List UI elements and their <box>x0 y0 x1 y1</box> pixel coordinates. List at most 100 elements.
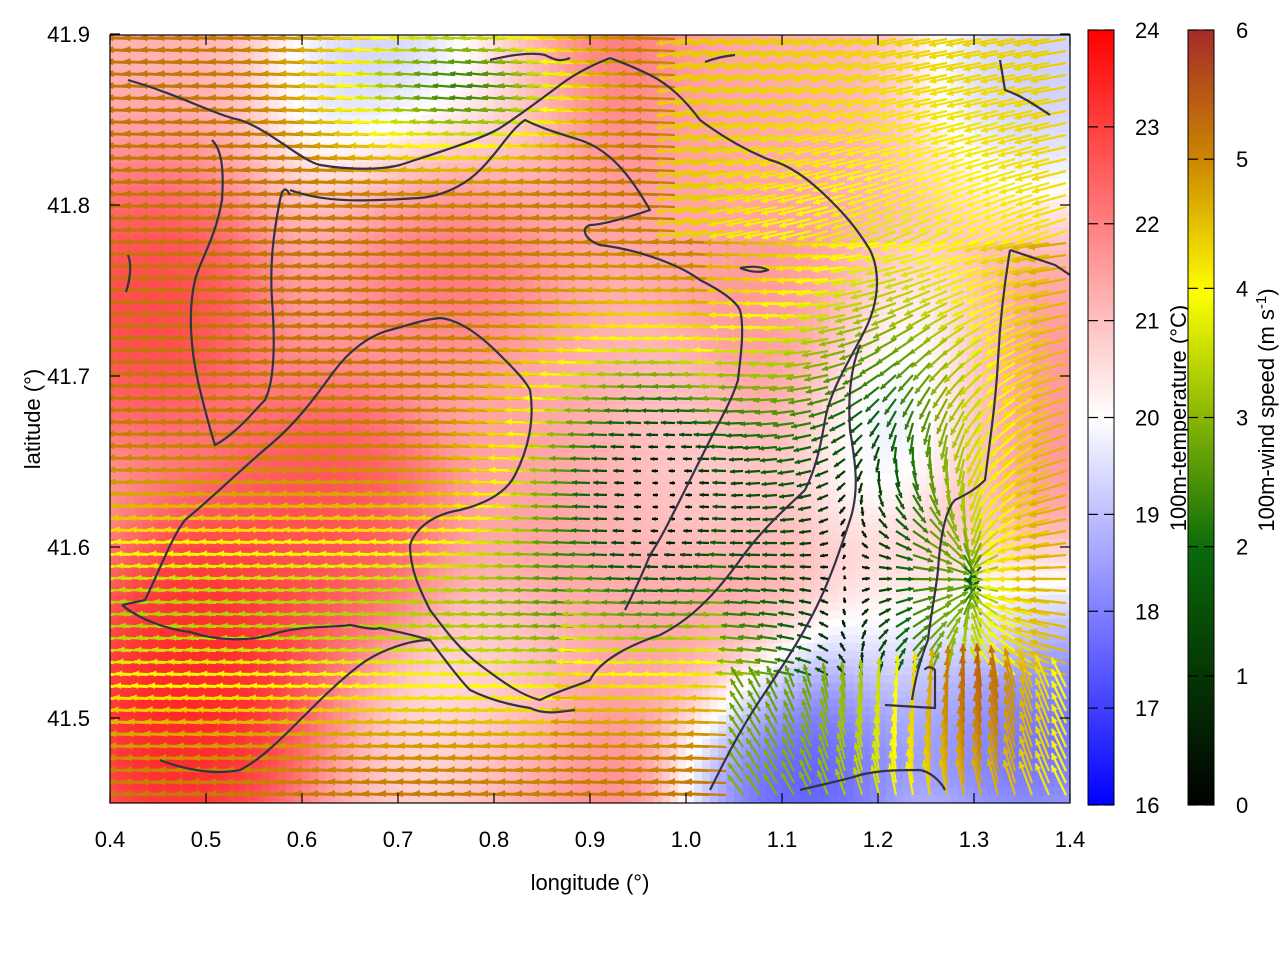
temperature-cell <box>438 123 447 132</box>
temperature-cell <box>294 75 303 84</box>
temperature-cell <box>542 267 551 276</box>
temperature-cell <box>462 51 471 60</box>
temperature-cell <box>598 315 607 324</box>
temperature-cell <box>510 171 519 180</box>
temperature-cell <box>326 51 335 60</box>
temperature-cell <box>582 315 591 324</box>
temperature-cell <box>118 315 127 324</box>
temperature-cell <box>630 195 639 204</box>
temperature-cell <box>430 171 439 180</box>
temperature-cell <box>374 171 383 180</box>
temperature-cell <box>598 75 607 84</box>
temperature-cell <box>686 363 695 372</box>
temperature-cell <box>286 363 295 372</box>
temperature-cell <box>254 147 263 156</box>
temperature-cell <box>206 147 215 156</box>
temperature-cell <box>462 339 471 348</box>
temperature-cell <box>398 75 407 84</box>
temperature-cell <box>286 75 295 84</box>
temperature-cell <box>398 51 407 60</box>
temperature-cell <box>222 51 231 60</box>
temperature-cell <box>182 291 191 300</box>
temperature-cell <box>390 291 399 300</box>
temperature-cell <box>182 51 191 60</box>
temperature-cell <box>438 243 447 252</box>
temperature-cell <box>518 75 527 84</box>
temperature-cell <box>622 339 631 348</box>
temperature-cell <box>374 267 383 276</box>
temperature-cell <box>390 171 399 180</box>
temperature-cell <box>382 339 391 348</box>
temperature-cell <box>598 267 607 276</box>
temperature-cell <box>166 195 175 204</box>
temperature-cell <box>286 267 295 276</box>
temperature-cell <box>454 267 463 276</box>
temperature-cell <box>286 99 295 108</box>
temperature-cell <box>494 315 503 324</box>
temperature-cell <box>206 171 215 180</box>
temperature-cell <box>646 147 655 156</box>
temperature-cell <box>166 243 175 252</box>
temperature-cell <box>1054 307 1063 316</box>
temperature-cell <box>582 363 591 372</box>
temperature-cell <box>406 219 415 228</box>
temperature-cell <box>1062 115 1071 124</box>
temperature-cell <box>374 363 383 372</box>
temperature-cell <box>390 363 399 372</box>
temperature-cell <box>534 75 543 84</box>
temperature-cell <box>1046 115 1055 124</box>
temperature-cell <box>302 339 311 348</box>
temperature-cell <box>614 51 623 60</box>
temperature-cell <box>182 147 191 156</box>
temperature-cell <box>438 363 447 372</box>
temperature-cell <box>510 195 519 204</box>
temperature-cell <box>302 315 311 324</box>
temperature-cell <box>574 291 583 300</box>
temperature-cell <box>878 323 887 332</box>
temperature-cell <box>134 171 143 180</box>
temperature-cell <box>390 51 399 60</box>
temperature-cell <box>438 219 447 228</box>
temperature-cell <box>550 339 559 348</box>
temperature-cell <box>510 339 519 348</box>
temperature-cell <box>662 315 671 324</box>
temperature-cell <box>590 267 599 276</box>
temperature-cell <box>150 315 159 324</box>
temperature-cell <box>478 123 487 132</box>
temperature-cell <box>566 195 575 204</box>
temperature-cell <box>470 123 479 132</box>
temperature-cell <box>566 315 575 324</box>
temperature-cell <box>750 91 759 100</box>
temperature-cell <box>1062 331 1071 340</box>
temperature-cell <box>590 339 599 348</box>
temperature-cell <box>318 51 327 60</box>
temperature-cell <box>630 219 639 228</box>
temperature-cell <box>438 51 447 60</box>
temperature-cell <box>350 171 359 180</box>
temperature-cell <box>414 99 423 108</box>
temperature-cell <box>254 291 263 300</box>
temperature-cell <box>646 267 655 276</box>
temperature-cell <box>454 171 463 180</box>
temperature-cell <box>750 43 759 52</box>
temperature-cell <box>614 339 623 348</box>
temperature-cell <box>134 267 143 276</box>
temperature-cell <box>422 123 431 132</box>
temperature-cell <box>166 51 175 60</box>
temperature-cell <box>222 75 231 84</box>
temperature-cell <box>622 363 631 372</box>
temperature-cell <box>510 291 519 300</box>
temperature-cell <box>246 147 255 156</box>
temperature-cell <box>134 123 143 132</box>
temperature-cell <box>702 339 711 348</box>
temperature-cell <box>598 339 607 348</box>
temperature-cell <box>438 267 447 276</box>
temperature-cell <box>118 243 127 252</box>
temperature-cell <box>374 99 383 108</box>
temperature-cell <box>326 171 335 180</box>
temperature-cell <box>134 51 143 60</box>
temperature-cell <box>270 99 279 108</box>
temperature-cell <box>446 99 455 108</box>
temperature-cell <box>198 51 207 60</box>
temperature-cell <box>254 243 263 252</box>
